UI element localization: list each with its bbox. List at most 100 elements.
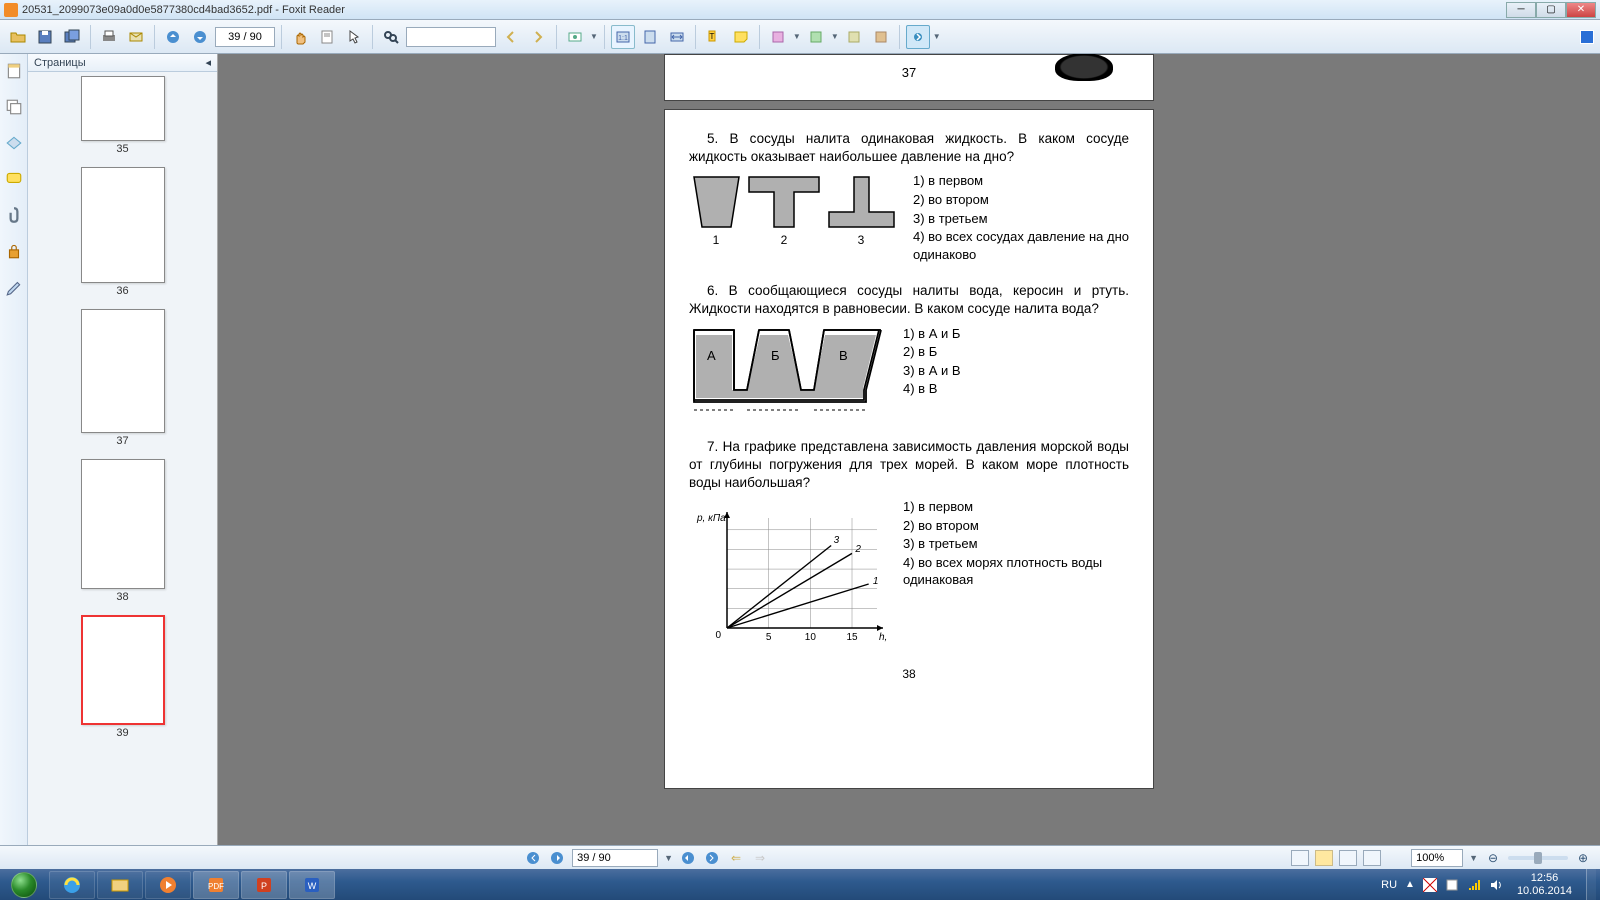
taskbar-word[interactable]: W <box>289 871 335 899</box>
thumbnails-list[interactable]: 35 36373839 <box>28 72 217 845</box>
q5-figure: 1 2 3 <box>689 172 899 264</box>
q7-text: 7. На графике представлена зависимость д… <box>689 438 1129 493</box>
print-button[interactable] <box>97 25 121 49</box>
select-text-button[interactable] <box>315 25 339 49</box>
taskbar-powerpoint[interactable]: P <box>241 871 287 899</box>
svg-text:p, кПа: p, кПа <box>696 513 726 524</box>
page-display[interactable] <box>572 849 658 867</box>
tray-clock[interactable]: 12:56 10.06.2014 <box>1511 872 1578 897</box>
bookmark-button[interactable] <box>766 25 790 49</box>
q6-label-b: Б <box>771 348 780 363</box>
pages-panel-icon[interactable] <box>5 62 23 80</box>
attachments-panel-icon[interactable] <box>5 206 23 224</box>
fit-width-button[interactable] <box>665 25 689 49</box>
document-viewport[interactable]: 37 5. В сосуды налита одинаковая жидкост… <box>218 54 1600 845</box>
collapse-sidebar-icon[interactable]: ◂ <box>205 56 211 69</box>
question-7: 7. На графике представлена зависимость д… <box>689 438 1129 649</box>
svg-text:0: 0 <box>715 630 721 641</box>
continuous-view-button[interactable] <box>1315 850 1333 866</box>
comments-panel-icon[interactable] <box>5 134 23 152</box>
note-button[interactable] <box>729 25 753 49</box>
close-button[interactable]: ✕ <box>1566 2 1596 18</box>
chat-panel-icon[interactable] <box>5 170 23 188</box>
q7-chart: 123510150h, мp, кПа <box>689 498 889 648</box>
q7-answers: 1) в первом 2) во втором 3) в третьем 4)… <box>903 498 1129 648</box>
tray-network-icon[interactable] <box>1467 878 1481 892</box>
highlight-button[interactable]: T <box>702 25 726 49</box>
security-panel-icon[interactable] <box>5 242 23 260</box>
open-button[interactable] <box>6 25 30 49</box>
left-tool-strip <box>0 54 28 845</box>
share-button[interactable] <box>906 25 930 49</box>
sign-button[interactable] <box>869 25 893 49</box>
actual-size-button[interactable]: 1:1 <box>611 25 635 49</box>
attach-button[interactable] <box>842 25 866 49</box>
prev-page-nav-button[interactable] <box>548 849 566 867</box>
facing-view-button[interactable] <box>1339 850 1357 866</box>
last-page-button[interactable] <box>703 849 721 867</box>
back-button[interactable]: ⇐ <box>727 849 745 867</box>
thumbnail-page-38[interactable]: 38 <box>81 459 165 603</box>
pointer-tool-button[interactable] <box>342 25 366 49</box>
single-page-view-button[interactable] <box>1291 850 1309 866</box>
snapshot-button[interactable] <box>563 25 587 49</box>
q5-label-3: 3 <box>858 233 865 247</box>
taskbar-explorer[interactable] <box>97 871 143 899</box>
zoom-dropdown-icon[interactable]: ▼ <box>1469 853 1478 863</box>
hand-tool-button[interactable] <box>288 25 312 49</box>
system-tray: RU ▲ 12:56 10.06.2014 <box>1381 869 1600 900</box>
taskbar-mediaplayer[interactable] <box>145 871 191 899</box>
tray-show-hidden-icon[interactable]: ▲ <box>1405 879 1415 890</box>
forward-button[interactable]: ⇒ <box>751 849 769 867</box>
start-button[interactable] <box>0 869 48 900</box>
thumbnail-page-35[interactable]: 35 <box>81 76 165 155</box>
save-as-button[interactable] <box>60 25 84 49</box>
maximize-button[interactable]: ▢ <box>1536 2 1566 18</box>
find-prev-button[interactable] <box>499 25 523 49</box>
app-icon <box>4 3 18 17</box>
next-page-button[interactable] <box>188 25 212 49</box>
thumbnail-page-37[interactable]: 37 <box>81 309 165 447</box>
sidebar-title: Страницы <box>34 57 86 69</box>
first-page-button[interactable] <box>524 849 542 867</box>
tray-flag-icon[interactable] <box>1423 878 1437 892</box>
sidebar-header: Страницы ◂ <box>28 54 217 72</box>
fit-page-button[interactable] <box>638 25 662 49</box>
svg-text:1:1: 1:1 <box>618 35 628 42</box>
zoom-slider[interactable] <box>1508 856 1568 860</box>
page-number-input[interactable] <box>215 27 275 47</box>
zoom-input[interactable] <box>1411 849 1463 867</box>
zoom-in-button[interactable]: ⊕ <box>1574 849 1592 867</box>
page-dropdown-icon[interactable]: ▼ <box>664 853 673 863</box>
q5-label-1: 1 <box>713 233 720 247</box>
thumbnail-page-39[interactable]: 39 <box>81 615 165 739</box>
save-button[interactable] <box>33 25 57 49</box>
next-page-nav-button[interactable] <box>679 849 697 867</box>
title-bar: 20531_2099073e09a0d0e5877380cd4bad3652.p… <box>0 0 1600 20</box>
zoom-out-button[interactable]: ⊖ <box>1484 849 1502 867</box>
search-input[interactable] <box>406 27 496 47</box>
svg-text:T: T <box>709 32 714 41</box>
full-read-mode-icon[interactable] <box>1580 30 1594 44</box>
stamp-button[interactable] <box>804 25 828 49</box>
taskbar-foxit[interactable]: PDF <box>193 871 239 899</box>
taskbar-ie[interactable] <box>49 871 95 899</box>
tray-volume-icon[interactable] <box>1489 878 1503 892</box>
thumbnail-page-36[interactable]: 36 <box>81 167 165 297</box>
minimize-button[interactable]: ─ <box>1506 2 1536 18</box>
show-desktop-button[interactable] <box>1586 869 1596 900</box>
language-indicator[interactable]: RU <box>1381 879 1397 891</box>
continuous-facing-view-button[interactable] <box>1363 850 1381 866</box>
svg-text:PDF: PDF <box>208 882 224 891</box>
question-6: 6. В сообщающиеся сосуды налиты вода, ке… <box>689 282 1129 419</box>
layers-panel-icon[interactable] <box>5 98 23 116</box>
find-next-button[interactable] <box>526 25 550 49</box>
signatures-panel-icon[interactable] <box>5 278 23 296</box>
gauge-figure <box>1055 54 1113 81</box>
svg-text:3: 3 <box>834 535 840 546</box>
page-number: 38 <box>689 666 1129 682</box>
email-button[interactable] <box>124 25 148 49</box>
prev-page-button[interactable] <box>161 25 185 49</box>
find-button[interactable] <box>379 25 403 49</box>
tray-action-center-icon[interactable] <box>1445 878 1459 892</box>
